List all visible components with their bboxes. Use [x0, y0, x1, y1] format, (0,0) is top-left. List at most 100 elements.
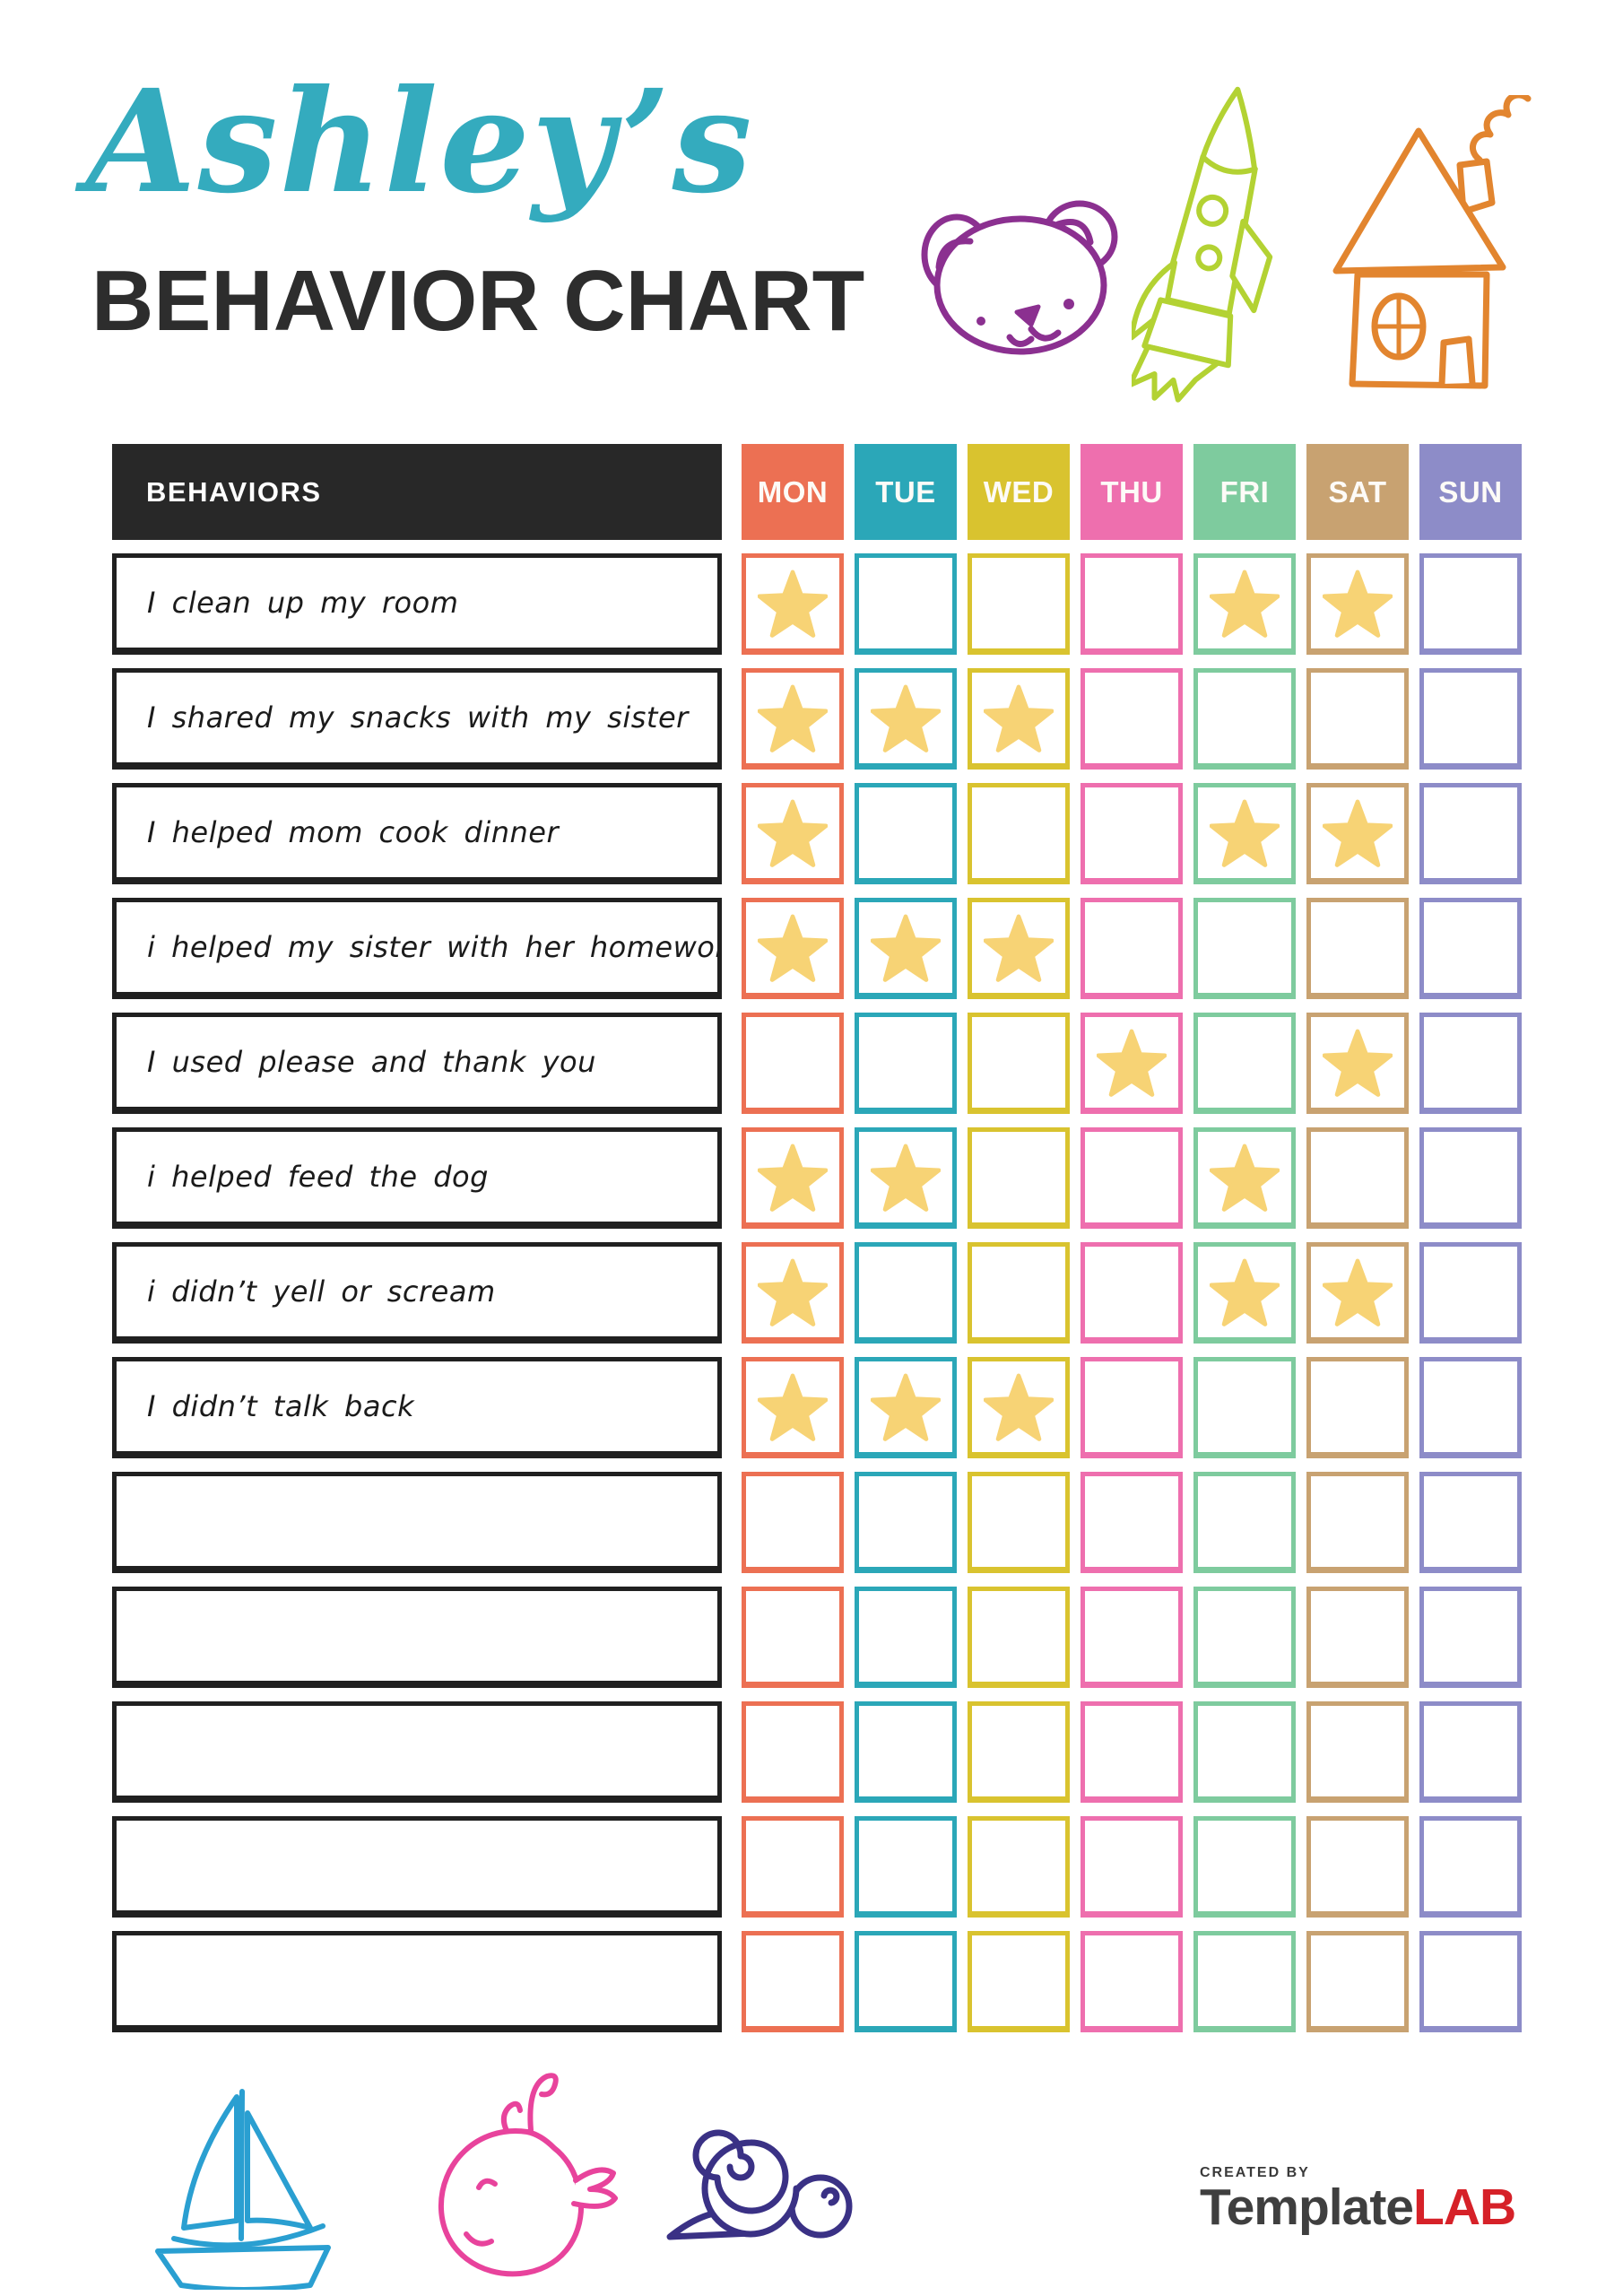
behavior-text: i didn’t yell or scream — [147, 1274, 496, 1309]
created-by-label: CREATED BY — [1200, 2165, 1310, 2180]
behavior-cell-sun-row2 — [1419, 668, 1522, 770]
star-icon — [871, 1144, 941, 1212]
behavior-cell-mon-row13 — [742, 1931, 844, 2032]
behavior-row-label: i helped my sister with her homework — [112, 898, 722, 999]
behavior-cell-thu-row4 — [1081, 898, 1183, 999]
behavior-row-label: I used please and thank you — [112, 1013, 722, 1114]
behavior-text: I used please and thank you — [147, 1045, 596, 1079]
behavior-cell-wed-row12 — [968, 1816, 1070, 1918]
behavior-cell-fri-row3 — [1193, 783, 1296, 884]
behavior-cell-sun-row7 — [1419, 1242, 1522, 1344]
behavior-cell-sat-row4 — [1306, 898, 1409, 999]
behavior-text: I didn’t talk back — [147, 1389, 415, 1423]
behavior-cell-mon-row5 — [742, 1013, 844, 1114]
behavior-cell-tue-row10 — [855, 1587, 957, 1688]
behavior-cell-sat-row11 — [1306, 1701, 1409, 1803]
behavior-cell-thu-row3 — [1081, 783, 1183, 884]
behavior-cell-sun-row10 — [1419, 1587, 1522, 1688]
star-icon — [1323, 1029, 1393, 1097]
behavior-cell-sat-row7 — [1306, 1242, 1409, 1344]
behavior-cell-mon-row3 — [742, 783, 844, 884]
behavior-cell-tue-row13 — [855, 1931, 957, 2032]
star-icon — [1210, 799, 1280, 867]
star-icon — [758, 914, 828, 982]
behavior-cell-fri-row4 — [1193, 898, 1296, 999]
behavior-cell-fri-row12 — [1193, 1816, 1296, 1918]
behavior-cell-sun-row6 — [1419, 1127, 1522, 1229]
behavior-cell-wed-row2 — [968, 668, 1070, 770]
behavior-cell-sat-row13 — [1306, 1931, 1409, 2032]
behavior-cell-sat-row12 — [1306, 1816, 1409, 1918]
behavior-cell-sat-row6 — [1306, 1127, 1409, 1229]
behavior-cell-tue-row8 — [855, 1357, 957, 1458]
behavior-text: i helped feed the dog — [147, 1160, 489, 1194]
behavior-cell-thu-row6 — [1081, 1127, 1183, 1229]
behavior-cell-mon-row1 — [742, 553, 844, 655]
behavior-row-label: I clean up my room — [112, 553, 722, 655]
behavior-cell-sun-row8 — [1419, 1357, 1522, 1458]
house-icon — [1325, 95, 1537, 396]
sailboat-icon — [133, 2079, 357, 2290]
behavior-cell-sun-row11 — [1419, 1701, 1522, 1803]
behavior-cell-mon-row6 — [742, 1127, 844, 1229]
behavior-row-label: I helped mom cook dinner — [112, 783, 722, 884]
behavior-cell-sat-row3 — [1306, 783, 1409, 884]
day-header-sun: SUN — [1419, 444, 1522, 540]
behavior-cell-mon-row7 — [742, 1242, 844, 1344]
behavior-cell-tue-row3 — [855, 783, 957, 884]
behavior-cell-thu-row8 — [1081, 1357, 1183, 1458]
behavior-row-label: I shared my snacks with my sister — [112, 668, 722, 770]
star-icon — [1210, 1144, 1280, 1212]
behavior-cell-wed-row8 — [968, 1357, 1070, 1458]
star-icon — [984, 1373, 1054, 1441]
behavior-row-label — [112, 1472, 722, 1573]
behavior-cell-wed-row4 — [968, 898, 1070, 999]
day-header-thu: THU — [1081, 444, 1183, 540]
behavior-cell-sun-row13 — [1419, 1931, 1522, 2032]
behavior-cell-mon-row4 — [742, 898, 844, 999]
behavior-cell-sat-row10 — [1306, 1587, 1409, 1688]
behavior-cell-sat-row5 — [1306, 1013, 1409, 1114]
behavior-cell-thu-row11 — [1081, 1701, 1183, 1803]
behavior-cell-mon-row8 — [742, 1357, 844, 1458]
star-icon — [758, 570, 828, 638]
behavior-cell-tue-row7 — [855, 1242, 957, 1344]
behavior-cell-thu-row10 — [1081, 1587, 1183, 1688]
star-icon — [758, 1258, 828, 1326]
behavior-table: BEHAVIORS MON TUE WED THU FRI SAT SUN I clean u… — [112, 444, 1522, 2032]
behaviors-column-header: BEHAVIORS — [112, 444, 722, 540]
behavior-cell-sun-row3 — [1419, 783, 1522, 884]
day-header-wed: WED — [968, 444, 1070, 540]
behavior-cell-sat-row2 — [1306, 668, 1409, 770]
behavior-cell-mon-row12 — [742, 1816, 844, 1918]
behavior-cell-tue-row4 — [855, 898, 957, 999]
star-icon — [984, 914, 1054, 982]
behavior-cell-fri-row9 — [1193, 1472, 1296, 1573]
behavior-row-label — [112, 1701, 722, 1803]
behavior-cell-wed-row5 — [968, 1013, 1070, 1114]
behavior-cell-tue-row2 — [855, 668, 957, 770]
behavior-cell-fri-row5 — [1193, 1013, 1296, 1114]
rocket-icon — [1132, 79, 1293, 424]
behavior-cell-tue-row5 — [855, 1013, 957, 1114]
behavior-cell-tue-row6 — [855, 1127, 957, 1229]
behavior-cell-wed-row13 — [968, 1931, 1070, 2032]
behavior-cell-wed-row1 — [968, 553, 1070, 655]
behavior-cell-fri-row11 — [1193, 1701, 1296, 1803]
behavior-cell-mon-row9 — [742, 1472, 844, 1573]
behavior-text: I helped mom cook dinner — [147, 815, 560, 849]
behavior-cell-wed-row3 — [968, 783, 1070, 884]
star-icon — [758, 1144, 828, 1212]
behavior-cell-thu-row7 — [1081, 1242, 1183, 1344]
star-icon — [871, 684, 941, 752]
behavior-text: I shared my snacks with my sister — [147, 700, 689, 735]
behavior-cell-fri-row6 — [1193, 1127, 1296, 1229]
behavior-cell-mon-row11 — [742, 1701, 844, 1803]
behavior-cell-fri-row13 — [1193, 1931, 1296, 2032]
behavior-cell-thu-row5 — [1081, 1013, 1183, 1114]
behavior-cell-wed-row7 — [968, 1242, 1070, 1344]
behavior-cell-thu-row9 — [1081, 1472, 1183, 1573]
behavior-cell-tue-row12 — [855, 1816, 957, 1918]
behavior-cell-wed-row11 — [968, 1701, 1070, 1803]
